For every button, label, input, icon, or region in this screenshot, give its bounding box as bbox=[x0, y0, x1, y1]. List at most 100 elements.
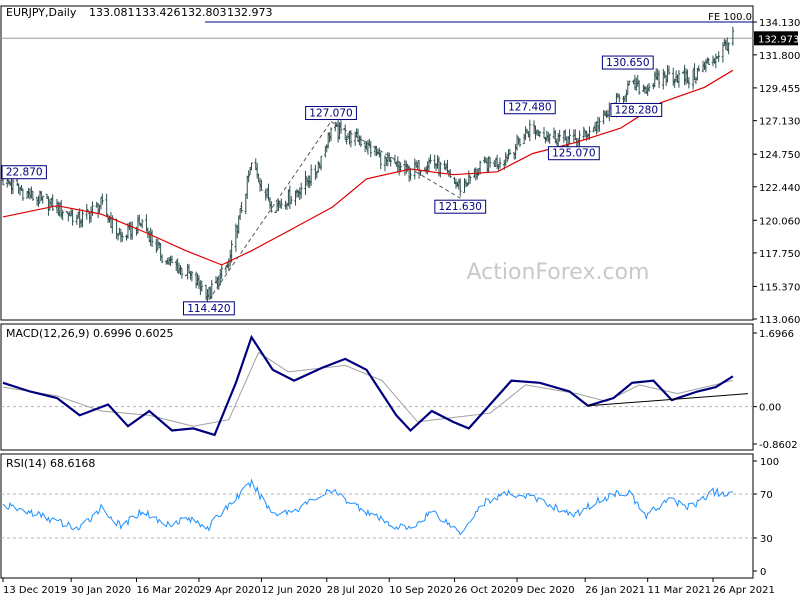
candle bbox=[81, 209, 84, 228]
candle bbox=[409, 169, 412, 181]
last-price-label: 132.973 bbox=[758, 34, 799, 45]
x-tick-label: 29 Apr 2020 bbox=[199, 585, 261, 596]
candle bbox=[498, 157, 502, 169]
annotation-label: 127.070 bbox=[309, 108, 352, 120]
macd-lines bbox=[1, 334, 753, 437]
candle bbox=[120, 232, 124, 242]
candle bbox=[150, 229, 154, 248]
candle bbox=[65, 211, 69, 213]
candle bbox=[478, 160, 482, 175]
candle bbox=[727, 42, 730, 55]
price-annotation: 128.280 bbox=[610, 102, 663, 117]
x-tick-label: 28 Jul 2020 bbox=[327, 585, 384, 596]
candle bbox=[731, 26, 735, 46]
candle bbox=[714, 53, 718, 69]
price-tick-label: 113.060 bbox=[759, 315, 800, 326]
candle bbox=[31, 191, 35, 201]
candle bbox=[582, 126, 586, 140]
macd-panel-frame bbox=[0, 323, 754, 451]
price-annotation: 121.630 bbox=[434, 199, 487, 214]
candle bbox=[61, 209, 64, 221]
candle bbox=[637, 80, 641, 95]
macd-tick-label: 0.00 bbox=[759, 403, 781, 414]
annotation-label: 127.480 bbox=[508, 102, 551, 114]
x-tick-label: 26 Jan 2021 bbox=[585, 585, 645, 596]
candle bbox=[468, 175, 472, 184]
candle bbox=[230, 240, 233, 263]
rsi-tick-label: 70 bbox=[760, 490, 773, 501]
candle bbox=[379, 152, 383, 170]
candle bbox=[548, 133, 551, 144]
price-axis: 134.130 131.800 129.455 127.130 124.750 122.4… bbox=[753, 18, 800, 326]
candle bbox=[439, 161, 442, 178]
price-annotation: 130.650 bbox=[601, 55, 654, 70]
fe-label: FE 100.0 bbox=[708, 12, 752, 23]
candle bbox=[518, 138, 522, 148]
annotation-box bbox=[547, 146, 600, 161]
ma-line bbox=[2, 69, 734, 266]
candle bbox=[707, 58, 711, 65]
x-tick-label: 30 Jan 2020 bbox=[71, 585, 131, 596]
x-tick-label: 13 Dec 2019 bbox=[3, 585, 67, 596]
candle bbox=[687, 77, 691, 89]
candle bbox=[429, 154, 432, 164]
candle bbox=[299, 182, 303, 199]
x-tick-label: 11 Mar 2021 bbox=[648, 585, 711, 596]
candle bbox=[180, 267, 184, 279]
annotation-label: 22.870 bbox=[6, 167, 43, 179]
candle bbox=[37, 195, 40, 207]
candle bbox=[578, 130, 581, 148]
rsi-tick-label: 30 bbox=[760, 534, 773, 545]
candle bbox=[625, 89, 628, 103]
candle bbox=[657, 70, 661, 89]
x-tick-label: 10 Sep 2020 bbox=[389, 585, 452, 596]
macd-signal-line bbox=[2, 351, 734, 427]
annotation-box bbox=[305, 106, 357, 121]
candle bbox=[488, 157, 492, 168]
price-annotation: 125.070 bbox=[547, 146, 600, 161]
price-tick-label: 120.060 bbox=[759, 216, 800, 227]
macd-tick-label: 1.6966 bbox=[759, 329, 794, 340]
trendlines bbox=[208, 121, 461, 301]
candle bbox=[449, 169, 452, 178]
macd-line bbox=[2, 334, 734, 437]
annotation-label: 130.650 bbox=[606, 57, 649, 69]
candle bbox=[91, 201, 94, 216]
trendline bbox=[208, 121, 332, 301]
candle bbox=[467, 170, 471, 185]
candle bbox=[179, 265, 182, 275]
candle bbox=[627, 80, 631, 86]
candle bbox=[210, 279, 214, 299]
annotation-box bbox=[610, 102, 663, 117]
candle bbox=[466, 182, 469, 187]
candle bbox=[105, 193, 108, 216]
price-tick-label: 134.130 bbox=[759, 18, 800, 29]
x-tick-label: 12 Jun 2020 bbox=[261, 585, 321, 596]
price-tick-label: 124.750 bbox=[759, 150, 800, 161]
candle bbox=[240, 201, 243, 213]
candle bbox=[359, 135, 363, 148]
price-tick-label: 129.455 bbox=[759, 84, 800, 95]
candle bbox=[568, 129, 571, 144]
candle bbox=[160, 254, 164, 264]
candle bbox=[274, 211, 277, 213]
candle bbox=[647, 82, 651, 92]
ohlc-high: 133.426 bbox=[135, 6, 181, 19]
ohlc-open: 133.081 bbox=[89, 6, 135, 19]
ohlc-close: 132.973 bbox=[227, 6, 273, 19]
candle bbox=[697, 65, 701, 72]
price-tick-label: 127.130 bbox=[759, 117, 800, 128]
annotation-label: 128.280 bbox=[615, 104, 658, 116]
candle bbox=[270, 201, 273, 213]
candle bbox=[345, 135, 348, 145]
candle bbox=[41, 195, 45, 204]
candle bbox=[309, 164, 313, 186]
annotation-box bbox=[183, 301, 235, 316]
candle bbox=[329, 127, 333, 142]
rsi-panel-frame bbox=[0, 453, 754, 579]
candle bbox=[505, 154, 509, 163]
candle bbox=[538, 130, 542, 138]
annotation-label: 121.630 bbox=[439, 201, 482, 213]
